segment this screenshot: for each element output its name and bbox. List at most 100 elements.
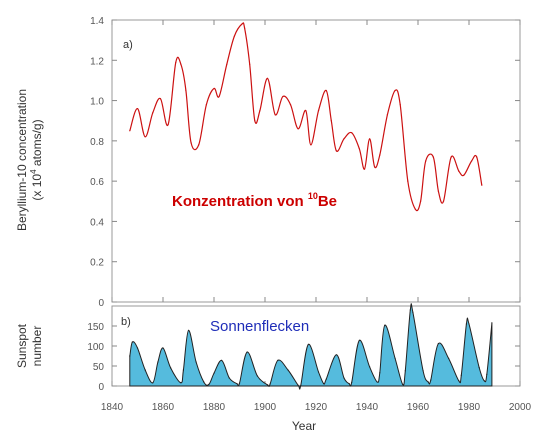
sunspot-point bbox=[266, 384, 269, 386]
be10-point bbox=[369, 138, 371, 140]
sunspot-ytick-label: 150 bbox=[87, 322, 104, 333]
sunspot-point bbox=[228, 377, 230, 379]
be10-point bbox=[185, 89, 187, 92]
be10-point bbox=[471, 160, 473, 162]
be10-ylabel-line1: Beryllium-10 concentration bbox=[15, 89, 29, 231]
sunspot-point bbox=[157, 361, 159, 363]
be10-point bbox=[335, 150, 337, 152]
be10-point bbox=[463, 174, 465, 176]
be10-point bbox=[407, 180, 409, 182]
be10-ytick-label: 1.2 bbox=[90, 56, 104, 67]
be10-point bbox=[129, 130, 131, 132]
sunspot-point bbox=[152, 382, 154, 384]
be10-ytick-label: 0.8 bbox=[90, 137, 104, 148]
be10-point bbox=[414, 208, 416, 210]
sunspot-point bbox=[246, 351, 248, 353]
be10-point bbox=[432, 156, 434, 158]
sunspot-point bbox=[486, 373, 488, 375]
sunspot-point bbox=[297, 384, 299, 386]
be10-ytick-label: 0.2 bbox=[90, 258, 104, 269]
sunspot-point bbox=[203, 381, 205, 383]
sunspot-point bbox=[317, 371, 320, 373]
be10-point bbox=[233, 35, 235, 37]
sunspot-point bbox=[325, 378, 327, 380]
be10-point bbox=[351, 132, 353, 134]
sunspot-point bbox=[162, 347, 164, 349]
be10-point bbox=[305, 110, 307, 112]
be10-point bbox=[437, 190, 439, 192]
be10-point bbox=[249, 63, 251, 65]
sunspot-point bbox=[427, 381, 429, 383]
sunspot-point bbox=[131, 341, 133, 343]
be10-point bbox=[343, 138, 345, 140]
sunspot-point bbox=[384, 324, 386, 326]
be10-ytick-label: 0.6 bbox=[90, 177, 104, 188]
sunspot-point bbox=[468, 323, 470, 325]
be10-annotation-text: Konzentration von bbox=[172, 193, 308, 210]
sunspot-point bbox=[369, 366, 371, 368]
be10-point bbox=[274, 114, 276, 116]
sunspot-ylabel-line2: number bbox=[30, 326, 44, 367]
xtick-label: 1860 bbox=[152, 402, 175, 413]
sunspot-point bbox=[402, 383, 404, 385]
be10-point bbox=[374, 166, 376, 168]
sunspot-point bbox=[287, 369, 289, 371]
be10-point bbox=[317, 110, 320, 112]
be10-annotation-tail: Be bbox=[318, 193, 337, 210]
be10-point bbox=[358, 148, 360, 150]
sunspot-point bbox=[358, 339, 360, 341]
sunspot-point bbox=[300, 385, 302, 387]
be10-point bbox=[144, 136, 146, 138]
sunspot-point bbox=[335, 354, 337, 356]
be10-point bbox=[420, 200, 422, 202]
xtick-label: 1880 bbox=[203, 402, 226, 413]
be10-point bbox=[450, 156, 452, 158]
sunspot-point bbox=[343, 377, 345, 379]
be10-point bbox=[297, 128, 299, 130]
be10-point bbox=[266, 77, 269, 79]
sunspot-point bbox=[394, 357, 396, 359]
be10-ylabel-tail: atoms/g) bbox=[30, 119, 44, 169]
sunspot-point bbox=[187, 329, 190, 331]
be10-point bbox=[244, 27, 246, 29]
be10-point bbox=[136, 108, 139, 110]
sunspot-point bbox=[277, 359, 279, 361]
sunspot-point bbox=[465, 323, 467, 325]
be10-ylabel-line2: (x 104 atoms/g) bbox=[29, 119, 44, 200]
be10-point bbox=[218, 95, 220, 98]
be10-point bbox=[325, 89, 327, 92]
xtick-label: 1840 bbox=[101, 402, 124, 413]
be10-ylabel-sup: 4 bbox=[29, 169, 38, 174]
be10-point bbox=[241, 23, 243, 25]
sunspot-ylabel-line1: Sunspot bbox=[15, 323, 29, 368]
xtick-label: 1960 bbox=[407, 402, 430, 413]
panel-b-label: b) bbox=[121, 316, 131, 328]
xtick-label: 1900 bbox=[254, 402, 277, 413]
be10-point bbox=[425, 160, 427, 162]
be10-annotation-sup: 10 bbox=[308, 191, 318, 201]
sunspot-point bbox=[307, 343, 309, 345]
be10-point bbox=[476, 156, 478, 158]
xtick-label: 1920 bbox=[305, 402, 328, 413]
sunspot-ytick-label: 50 bbox=[93, 362, 105, 373]
sunspot-series-area bbox=[129, 303, 493, 390]
sunspot-point bbox=[256, 375, 258, 377]
sunspot-annotation: Sonnenflecken bbox=[210, 318, 309, 335]
be10-series-path bbox=[129, 22, 483, 212]
sunspot-point bbox=[376, 381, 378, 383]
sunspot-point bbox=[136, 347, 139, 349]
be10-ytick-label: 0 bbox=[98, 298, 104, 309]
sunspot-point bbox=[182, 369, 184, 371]
sunspot-point bbox=[412, 311, 414, 313]
sunspot-point bbox=[379, 372, 381, 374]
be10-ytick-label: 0.4 bbox=[90, 217, 104, 228]
sunspot-point bbox=[448, 357, 450, 359]
sunspot-point bbox=[348, 383, 350, 385]
be10-point bbox=[363, 168, 366, 170]
be10-point bbox=[205, 104, 207, 106]
be10-point bbox=[282, 95, 284, 98]
xtick-label: 1980 bbox=[458, 402, 481, 413]
be10-point bbox=[330, 120, 332, 122]
be10-point bbox=[481, 184, 483, 186]
sunspot-point bbox=[213, 372, 215, 374]
